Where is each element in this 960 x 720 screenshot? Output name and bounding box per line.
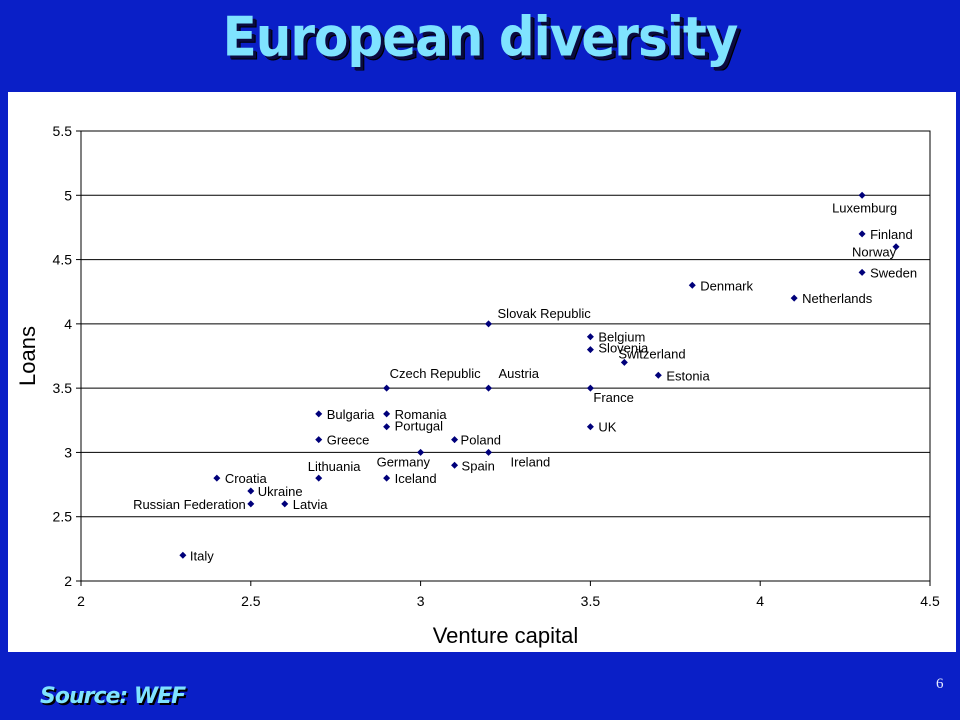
x-tick-label: 2.5	[241, 593, 261, 609]
y-tick-label: 5	[64, 187, 72, 203]
data-point	[179, 551, 187, 559]
data-label: Romania	[395, 407, 448, 422]
data-label: Finland	[870, 227, 913, 242]
y-tick-label: 3	[64, 444, 72, 460]
page-number: 6	[936, 676, 944, 692]
data-label: Czech Republic	[390, 366, 482, 381]
data-label: Lithuania	[308, 459, 362, 474]
data-point	[485, 384, 493, 392]
data-point	[688, 281, 696, 289]
x-tick-label: 3.5	[581, 593, 601, 609]
chart-panel: 2 2.5 3 3.5 4 4.5 5 5.5 2 2.5 3 3.5 4 4.5 Venture capi…	[8, 92, 956, 652]
data-point	[213, 474, 221, 482]
data-label: Poland	[461, 433, 501, 448]
data-point	[417, 448, 425, 456]
data-point	[485, 320, 493, 328]
x-tick-label: 2	[77, 593, 85, 609]
y-tick-label: 4.5	[53, 252, 73, 268]
data-point	[485, 448, 493, 456]
data-point	[586, 384, 594, 392]
data-point	[858, 230, 866, 238]
data-point	[620, 358, 628, 366]
data-point	[451, 461, 459, 469]
data-point	[315, 410, 323, 418]
data-label: Estonia	[666, 368, 710, 383]
data-label: Latvia	[293, 497, 328, 512]
data-label: Italy	[190, 548, 214, 563]
data-point	[315, 474, 323, 482]
data-label: Portugal	[395, 419, 444, 434]
x-tick-label: 3	[417, 593, 425, 609]
plot-area	[80, 130, 931, 582]
data-label: Iceland	[395, 471, 437, 486]
data-point	[383, 474, 391, 482]
y-tick-label: 2	[64, 573, 72, 589]
data-point	[281, 500, 289, 508]
data-point	[586, 333, 594, 341]
data-label: Croatia	[225, 471, 268, 486]
data-point	[451, 436, 459, 444]
data-label: Greece	[327, 433, 370, 448]
data-label: Ukraine	[258, 484, 303, 499]
data-label: Sweden	[870, 265, 917, 280]
data-label: Luxemburg	[832, 200, 897, 215]
scatter-chart: 2 2.5 3 3.5 4 4.5 5 5.5 2 2.5 3 3.5 4 4.5 Venture capi…	[15, 123, 940, 648]
data-label: Netherlands	[802, 291, 873, 306]
data-label: France	[593, 390, 633, 405]
data-point	[383, 410, 391, 418]
data-label: Belgium	[598, 330, 645, 345]
data-point	[315, 436, 323, 444]
data-point	[858, 191, 866, 199]
data-label: Spain	[462, 458, 495, 473]
slide-title: European diversity	[222, 5, 739, 69]
data-label: Slovenia	[598, 341, 649, 356]
x-axis-title: Venture capital	[433, 623, 579, 648]
data-label: Slovak Republic	[498, 306, 592, 321]
y-axis-title: Loans	[15, 326, 40, 386]
data-label: Switzerland	[618, 346, 685, 361]
source-label: Source: WEF	[40, 684, 186, 709]
y-tick-label: 2.5	[53, 509, 73, 525]
data-point	[858, 268, 866, 276]
data-label: UK	[598, 420, 616, 435]
x-tick-label: 4	[756, 593, 764, 609]
data-point	[654, 371, 662, 379]
data-point	[586, 346, 594, 354]
y-tick-label: 5.5	[53, 123, 73, 139]
data-label: Ireland	[511, 454, 551, 469]
data-label: Denmark	[700, 278, 753, 293]
data-point	[790, 294, 798, 302]
data-label: Bulgaria	[327, 407, 375, 422]
x-tick-label: 4.5	[920, 593, 940, 609]
data-point	[383, 423, 391, 431]
y-tick-label: 3.5	[53, 380, 73, 396]
data-label: Germany	[377, 454, 431, 469]
data-point	[247, 500, 255, 508]
data-label: Austria	[499, 366, 540, 381]
data-point	[247, 487, 255, 495]
data-point	[586, 423, 594, 431]
data-label: Norway	[852, 245, 897, 260]
data-point	[383, 384, 391, 392]
data-label: Russian Federation	[133, 497, 246, 512]
y-tick-label: 4	[64, 316, 72, 332]
data-point	[892, 243, 900, 251]
